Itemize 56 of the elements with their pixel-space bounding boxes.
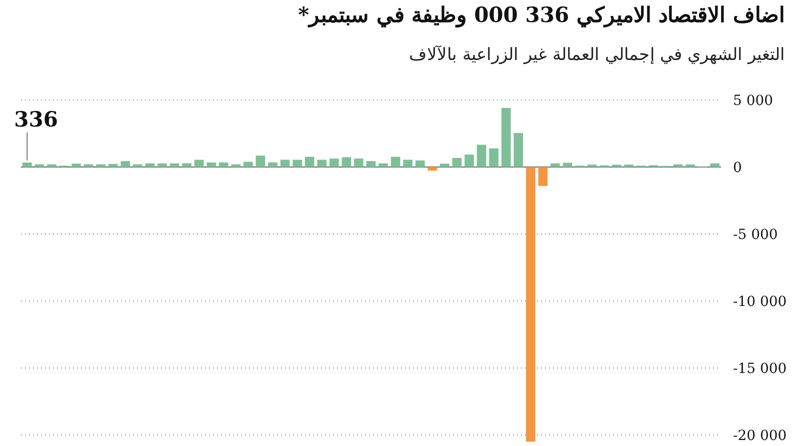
bar <box>501 108 511 167</box>
bar <box>231 164 241 167</box>
bar <box>96 164 106 167</box>
bar <box>428 166 438 171</box>
chart-subtitle: التغير الشهري في إجمالي العمالة غير الزراعية بالآلاف <box>409 45 785 65</box>
bar <box>390 156 400 167</box>
bar <box>47 164 56 167</box>
bar <box>403 160 413 167</box>
bar <box>317 160 327 167</box>
bar <box>489 148 498 167</box>
bar <box>710 163 720 167</box>
chart-title: اضاف الاقتصاد الاميركي 336 000 وظيفة في سبتمبر* <box>298 2 785 28</box>
bar <box>268 162 278 167</box>
bar <box>329 158 339 167</box>
bar <box>120 161 130 167</box>
bar <box>562 162 572 167</box>
bar <box>145 163 155 167</box>
bar <box>514 132 524 167</box>
bar <box>244 162 253 167</box>
bar <box>22 162 32 167</box>
y-tick-label: -20 000 <box>733 428 787 444</box>
bar <box>686 164 695 167</box>
bar <box>158 163 167 167</box>
bar <box>170 163 180 167</box>
bar <box>415 160 425 167</box>
bar <box>34 164 44 167</box>
bar <box>452 158 462 167</box>
bar <box>673 164 683 167</box>
bar <box>342 157 352 167</box>
bar <box>182 163 192 167</box>
bar <box>292 160 302 167</box>
bar <box>206 162 216 167</box>
bar <box>464 154 474 167</box>
data-label: 336 <box>14 106 58 132</box>
bar <box>538 166 548 186</box>
y-tick-label: -5 000 <box>733 226 778 243</box>
bar <box>476 144 486 167</box>
bar <box>280 160 290 167</box>
bar <box>108 164 118 167</box>
bar <box>84 164 94 167</box>
y-tick-label: -10 000 <box>733 294 787 310</box>
bar <box>218 162 228 167</box>
bar <box>550 163 560 167</box>
bar <box>256 156 266 167</box>
y-tick-label: -15 000 <box>733 360 787 377</box>
bar <box>378 163 388 167</box>
y-tick-label: 5 000 <box>733 93 774 109</box>
bar <box>304 156 314 167</box>
bar <box>526 166 536 442</box>
bar <box>194 160 204 167</box>
bar <box>72 164 81 167</box>
bar <box>354 158 364 167</box>
bar <box>133 164 142 167</box>
bar <box>366 161 376 167</box>
y-tick-label: 0 <box>733 160 742 176</box>
bar <box>440 164 450 167</box>
